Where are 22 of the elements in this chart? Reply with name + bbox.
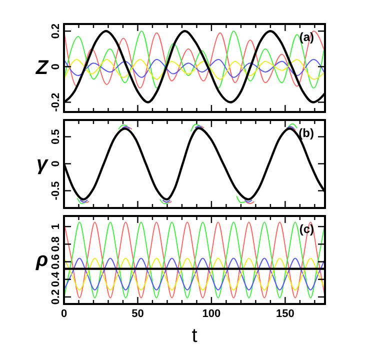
- x-tick-label: 100: [202, 308, 221, 320]
- y-tick-label: 0.5: [50, 129, 62, 144]
- line-series: [64, 30, 325, 88]
- x-tick-label: 150: [276, 308, 294, 320]
- y-tick-label: 0.2: [50, 289, 62, 305]
- y-tick-label: 0.6: [50, 254, 62, 270]
- line-series: [64, 222, 325, 298]
- y-tick-label: 0.2: [50, 23, 62, 39]
- y-tick-label: 1: [50, 223, 62, 230]
- y-tick-label: 0.4: [50, 270, 62, 288]
- y-tick-label: -0.5: [50, 181, 62, 200]
- y-tick-label: 0: [50, 64, 62, 70]
- y-axis-title: γ: [36, 153, 50, 175]
- x-tick-label: 50: [132, 308, 144, 320]
- y-tick-label: 0: [50, 160, 62, 167]
- x-axis-title: t: [192, 325, 198, 347]
- y-axis-title: ρ: [34, 249, 48, 271]
- annotation: (b): [298, 126, 314, 140]
- line-series: [64, 258, 325, 290]
- y-axis-title: Z: [34, 57, 49, 79]
- y-tick-label: -0.2: [50, 92, 62, 112]
- y-tick-label: 0.8: [50, 236, 62, 252]
